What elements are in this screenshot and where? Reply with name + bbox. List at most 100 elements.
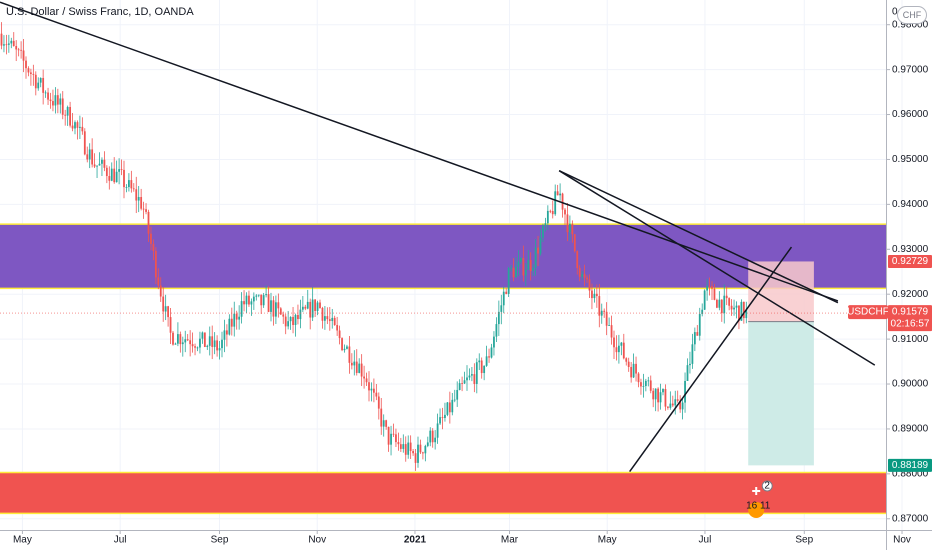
candle[interactable] [179,334,182,345]
candle[interactable] [120,169,123,170]
candle[interactable] [228,318,231,335]
candle[interactable] [96,165,98,167]
candle[interactable] [233,313,236,327]
candle[interactable] [605,311,608,326]
candle[interactable] [556,191,559,196]
candle[interactable] [299,309,302,320]
candle[interactable] [461,383,463,384]
candle[interactable] [324,316,326,321]
candle[interactable] [59,98,62,105]
candle[interactable] [230,318,233,327]
candle[interactable] [22,50,25,61]
candle[interactable] [377,396,380,409]
candle[interactable] [255,295,258,297]
candle[interactable] [34,74,37,89]
candle[interactable] [652,390,655,400]
candle[interactable] [686,365,689,381]
candle[interactable] [730,305,733,310]
candle[interactable] [539,237,542,254]
candle[interactable] [189,340,192,345]
candle[interactable] [86,154,89,160]
candle[interactable] [83,131,86,155]
stop-loss-area[interactable] [748,261,814,322]
candle[interactable] [88,149,91,160]
candle[interactable] [404,444,407,455]
candle[interactable] [635,363,637,374]
candle[interactable] [561,193,564,210]
candle[interactable] [495,324,498,337]
candle[interactable] [453,399,456,401]
candle[interactable] [297,314,299,320]
candle[interactable] [370,388,373,391]
price-axis[interactable]: 0.98000 0.97000 0.96000 0.95000 0.94000 0.930… [886,0,929,550]
candle[interactable] [147,211,150,234]
candle[interactable] [265,294,267,296]
candle[interactable] [3,44,5,46]
candle[interactable] [456,389,459,400]
candle[interactable] [262,295,265,306]
candle[interactable] [172,332,174,345]
candle[interactable] [238,316,241,320]
candle[interactable] [142,208,145,210]
candle[interactable] [512,267,515,278]
candle[interactable] [25,60,27,69]
earnings-icon[interactable] [748,502,765,518]
candle[interactable] [534,247,537,268]
candle[interactable] [226,330,228,335]
candle[interactable] [439,417,441,424]
candle[interactable] [662,389,664,393]
candle[interactable] [510,267,512,269]
currency-button[interactable]: CHF [897,6,927,24]
candle[interactable] [520,257,522,262]
candle[interactable] [348,346,351,363]
candle[interactable] [409,442,412,452]
candle[interactable] [654,388,657,400]
time-axis[interactable]: May Jul Sep Nov 2021 Mar May Jul Sep Nov [0,530,932,546]
candle[interactable] [56,95,59,105]
candle[interactable] [74,122,76,129]
candle[interactable] [140,197,143,209]
candle[interactable] [49,99,52,102]
candle[interactable] [399,444,402,449]
candle[interactable] [341,338,343,351]
candle[interactable] [669,403,672,408]
candle[interactable] [336,325,339,331]
candle[interactable] [358,363,361,373]
candle[interactable] [546,210,549,224]
candle[interactable] [657,388,659,403]
candle[interactable] [47,92,49,100]
candle[interactable] [284,316,287,327]
candle[interactable] [257,294,260,296]
candle[interactable] [360,363,363,377]
candle[interactable] [417,444,419,463]
candle[interactable] [630,366,633,378]
candle[interactable] [716,299,718,308]
candle[interactable] [275,302,277,317]
candle[interactable] [708,285,711,287]
candle[interactable] [282,314,285,317]
candle[interactable] [529,260,532,272]
candle[interactable] [632,363,635,378]
candle[interactable] [581,274,584,277]
candle[interactable] [593,293,596,299]
candle[interactable] [103,159,106,168]
candle[interactable] [174,343,177,345]
candle[interactable] [549,210,552,212]
candle[interactable] [742,301,745,319]
candle[interactable] [566,214,569,233]
candle[interactable] [436,423,439,438]
trendline-2[interactable] [558,170,839,304]
candle[interactable] [691,344,694,364]
candle[interactable] [689,363,691,366]
candle[interactable] [115,171,118,183]
candle[interactable] [517,261,520,267]
candle[interactable] [130,180,133,189]
candle[interactable] [407,442,410,455]
candle[interactable] [647,380,650,382]
candle[interactable] [191,344,194,347]
candle[interactable] [414,453,417,463]
candle[interactable] [44,92,47,94]
candle[interactable] [603,310,606,312]
candle[interactable] [132,188,135,190]
